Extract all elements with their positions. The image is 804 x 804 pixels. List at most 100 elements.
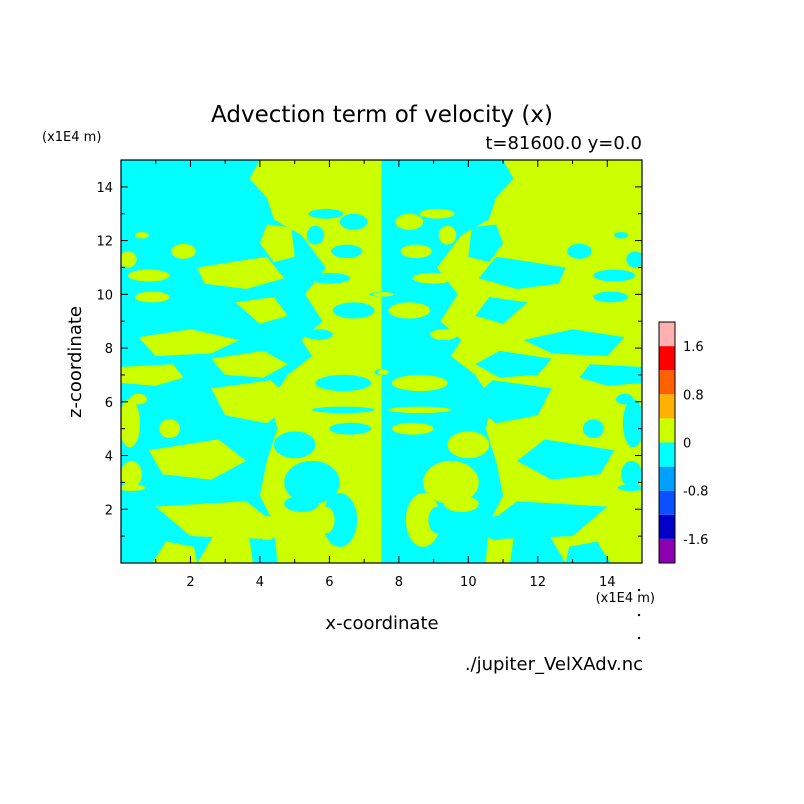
chart-title: Advection term of velocity (x) bbox=[211, 102, 553, 128]
positive-region bbox=[438, 225, 457, 245]
positive-region bbox=[235, 297, 288, 324]
positive-region bbox=[211, 350, 288, 378]
positive-region bbox=[121, 460, 142, 488]
negative-region bbox=[315, 374, 372, 392]
positive-region bbox=[391, 374, 448, 392]
negative-region bbox=[468, 380, 552, 424]
colorbar-swatch bbox=[659, 514, 675, 539]
positive-region bbox=[134, 291, 170, 303]
positive-region bbox=[412, 272, 455, 284]
negative-region bbox=[331, 244, 363, 259]
negative-region bbox=[332, 302, 375, 319]
field-plot bbox=[121, 160, 642, 563]
chart-subtitle: t=81600.0 y=0.0 bbox=[485, 133, 642, 154]
negative-region bbox=[322, 493, 358, 547]
y-tick-label: 12 bbox=[96, 235, 113, 250]
positive-region bbox=[197, 533, 253, 563]
positive-region bbox=[419, 208, 455, 219]
negative-region bbox=[329, 422, 372, 435]
colorbar-tick-label: -0.8 bbox=[683, 485, 708, 500]
colorbar-swatch bbox=[659, 394, 675, 419]
positive-region bbox=[391, 422, 434, 435]
colorbar-swatch bbox=[659, 418, 675, 443]
negative-region bbox=[478, 256, 566, 289]
positive-region bbox=[171, 243, 196, 259]
positive-region bbox=[159, 419, 181, 439]
positive-region bbox=[430, 329, 458, 341]
negative-region bbox=[593, 291, 629, 303]
negative-region bbox=[312, 406, 375, 414]
negative-region bbox=[626, 251, 642, 268]
y-axis: 2 4 6 8 10 12 14 bbox=[96, 159, 642, 537]
y-tick-label: 6 bbox=[105, 396, 113, 411]
colorbar-swatch bbox=[659, 370, 675, 395]
y-tick-label: 14 bbox=[96, 181, 113, 196]
colorbar-tick-label: -1.6 bbox=[683, 533, 708, 548]
x-tick-label: 2 bbox=[186, 575, 194, 590]
x-axis-label: x-coordinate bbox=[325, 613, 438, 634]
positive-region bbox=[148, 439, 246, 480]
positive-region bbox=[372, 292, 394, 297]
colorbar-swatch bbox=[659, 466, 675, 491]
plot-frame bbox=[120, 159, 643, 564]
colorbar-swatch bbox=[659, 346, 675, 371]
positive-region bbox=[121, 251, 137, 268]
x-axis: 2 4 6 8 10 12 14 bbox=[155, 160, 643, 590]
y-tick-label: 10 bbox=[96, 288, 113, 303]
field-right-half bbox=[372, 160, 642, 563]
positive-region bbox=[197, 256, 285, 289]
negative-region bbox=[468, 224, 504, 263]
negative-region bbox=[483, 515, 509, 541]
positive-region bbox=[152, 541, 198, 563]
x-tick-label: 8 bbox=[395, 575, 403, 590]
negative-region bbox=[475, 350, 552, 378]
negative-region bbox=[510, 533, 566, 563]
negative-region bbox=[308, 208, 344, 219]
negative-region bbox=[582, 419, 604, 439]
field-right-mirror bbox=[372, 160, 642, 563]
positive-region bbox=[249, 160, 382, 563]
positive-region bbox=[134, 232, 149, 239]
unit-marker-dot bbox=[637, 636, 641, 640]
positive-region bbox=[211, 380, 295, 424]
negative-region bbox=[614, 232, 629, 239]
colorbar-swatch bbox=[659, 490, 675, 515]
negative-region bbox=[567, 243, 592, 259]
x-tick-label: 4 bbox=[256, 575, 264, 590]
positive-region bbox=[254, 515, 280, 541]
negative-region bbox=[615, 393, 634, 405]
positive-region bbox=[259, 224, 295, 263]
positive-region bbox=[129, 393, 148, 405]
y-axis-label: z-coordinate bbox=[65, 306, 86, 418]
x-tick-label: 10 bbox=[460, 575, 477, 590]
negative-region bbox=[517, 439, 615, 480]
colorbar-swatch bbox=[659, 442, 675, 467]
negative-region bbox=[523, 329, 625, 357]
positive-region bbox=[127, 269, 170, 282]
x-tick-label: 6 bbox=[325, 575, 333, 590]
negative-region bbox=[621, 460, 642, 488]
negative-region bbox=[381, 160, 514, 563]
colorbar-frame bbox=[658, 321, 676, 564]
y-tick-label: 4 bbox=[105, 450, 113, 465]
negative-region bbox=[622, 399, 642, 448]
colorbar-tick-label: 0 bbox=[683, 437, 691, 452]
x-tick-label: 12 bbox=[530, 575, 547, 590]
negative-region bbox=[339, 213, 368, 230]
negative-region bbox=[284, 495, 319, 512]
positive-region bbox=[400, 244, 432, 259]
positive-region bbox=[121, 484, 146, 491]
positive-region bbox=[121, 364, 184, 386]
positive-region bbox=[388, 406, 451, 414]
x-tick-label: 14 bbox=[599, 575, 616, 590]
negative-region bbox=[489, 501, 608, 539]
negative-region bbox=[284, 460, 340, 504]
colorbar-tick-label: 0.8 bbox=[683, 388, 704, 403]
negative-region bbox=[305, 329, 333, 341]
negative-region bbox=[593, 269, 636, 282]
negative-region bbox=[579, 364, 642, 386]
y-tick-label: 2 bbox=[105, 503, 113, 518]
x-unit-label: (x1E4 m) bbox=[596, 591, 655, 606]
negative-region bbox=[475, 297, 528, 324]
